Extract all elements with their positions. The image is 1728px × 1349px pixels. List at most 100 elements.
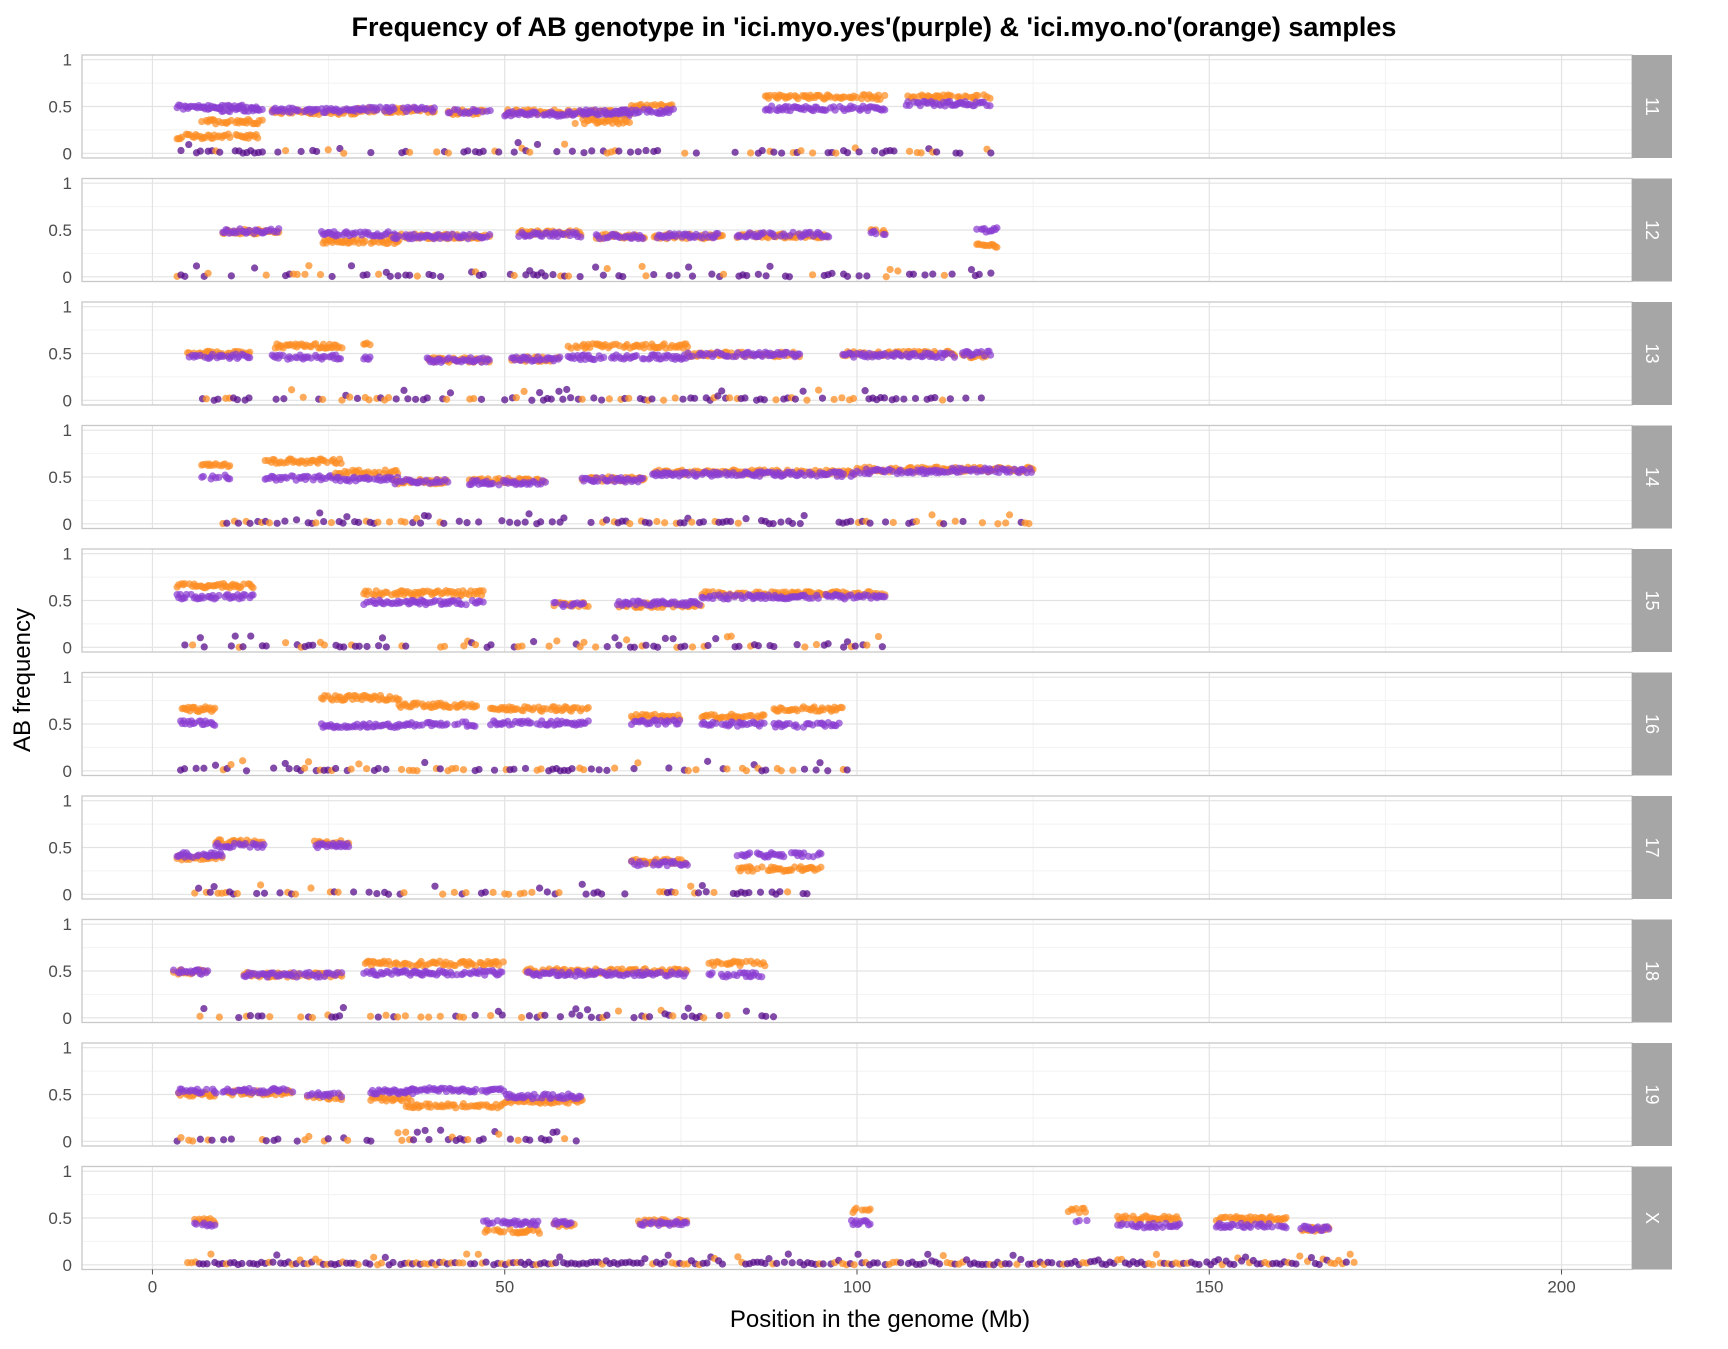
point-ici-myo-yes <box>951 354 958 361</box>
point-low-frequency <box>197 634 204 641</box>
point-low-frequency <box>367 1013 374 1020</box>
point-low-frequency <box>528 397 535 404</box>
point-low-frequency <box>528 889 535 896</box>
point-low-frequency <box>563 386 570 393</box>
point-low-frequency <box>293 516 300 523</box>
point-low-frequency <box>813 766 820 773</box>
point-low-frequency <box>580 149 587 156</box>
point-ici-myo-yes <box>489 480 496 487</box>
point-low-frequency <box>716 1012 723 1019</box>
point-ici-myo-yes <box>580 600 587 607</box>
point-low-frequency <box>498 517 505 524</box>
point-low-frequency <box>879 643 886 650</box>
point-low-frequency <box>642 642 649 649</box>
point-low-frequency <box>464 147 471 154</box>
point-low-frequency <box>777 518 784 525</box>
point-low-frequency <box>670 635 677 642</box>
point-low-frequency <box>615 1007 622 1014</box>
point-low-frequency <box>962 395 969 402</box>
point-ici-myo-no <box>839 704 846 711</box>
point-low-frequency <box>437 1013 444 1020</box>
point-low-frequency <box>346 394 353 401</box>
point-low-frequency <box>672 889 679 896</box>
point-low-frequency <box>576 1012 583 1019</box>
point-low-frequency <box>862 387 869 394</box>
point-low-frequency <box>778 767 785 774</box>
point-ici-myo-yes <box>204 967 211 974</box>
point-low-frequency <box>850 395 857 402</box>
point-low-frequency <box>541 1012 548 1019</box>
point-low-frequency <box>828 270 835 277</box>
point-low-frequency <box>704 758 711 765</box>
point-low-frequency <box>743 767 750 774</box>
point-low-frequency <box>513 394 520 401</box>
point-low-frequency <box>588 1014 595 1021</box>
point-low-frequency <box>317 271 324 278</box>
y-tick-label: 0 <box>63 144 72 163</box>
point-low-frequency <box>824 767 831 774</box>
point-low-frequency <box>921 271 928 278</box>
point-low-frequency <box>216 1014 223 1021</box>
point-ici-myo-no <box>366 341 373 348</box>
point-ici-myo-no <box>480 587 487 594</box>
point-low-frequency <box>654 644 661 651</box>
point-low-frequency <box>994 520 1001 527</box>
point-low-frequency <box>445 149 452 156</box>
point-low-frequency <box>786 273 793 280</box>
y-axis-title: AB frequency <box>9 608 36 752</box>
point-low-frequency <box>382 766 389 773</box>
point-low-frequency <box>340 1004 347 1011</box>
point-ici-myo-yes <box>987 352 994 359</box>
point-low-frequency <box>549 271 556 278</box>
point-low-frequency <box>440 520 447 527</box>
point-low-frequency <box>704 642 711 649</box>
point-low-frequency <box>363 643 370 650</box>
point-low-frequency <box>491 767 498 774</box>
point-low-frequency <box>815 387 822 394</box>
point-low-frequency <box>525 510 532 517</box>
point-low-frequency <box>193 765 200 772</box>
point-low-frequency <box>866 520 873 527</box>
point-low-frequency <box>666 272 673 279</box>
point-low-frequency <box>320 518 327 525</box>
point-low-frequency <box>245 394 252 401</box>
point-low-frequency <box>797 520 804 527</box>
point-ici-myo-yes <box>794 724 801 731</box>
point-low-frequency <box>526 149 533 156</box>
point-low-frequency <box>819 395 826 402</box>
point-low-frequency <box>681 1013 688 1020</box>
point-ici-myo-yes <box>259 106 266 113</box>
point-ici-myo-no <box>361 238 368 245</box>
point-low-frequency <box>398 766 405 773</box>
point-low-frequency <box>875 633 882 640</box>
point-low-frequency <box>611 765 618 772</box>
point-ici-myo-yes <box>993 224 1000 231</box>
point-low-frequency <box>412 396 419 403</box>
point-ici-myo-no <box>338 344 345 351</box>
point-low-frequency <box>276 889 283 896</box>
point-low-frequency <box>708 271 715 278</box>
point-low-frequency <box>642 272 649 279</box>
point-low-frequency <box>228 642 235 649</box>
point-low-frequency <box>569 148 576 155</box>
point-low-frequency <box>794 641 801 648</box>
point-low-frequency <box>700 1014 707 1021</box>
point-low-frequency <box>232 633 239 640</box>
point-low-frequency <box>521 388 528 395</box>
point-low-frequency <box>537 765 544 772</box>
point-ici-myo-yes <box>444 478 451 485</box>
facet-strip-label: 11 <box>1642 97 1662 116</box>
point-ici-myo-yes <box>556 354 563 361</box>
point-low-frequency <box>336 1012 343 1019</box>
point-low-frequency <box>801 766 808 773</box>
point-low-frequency <box>689 273 696 280</box>
point-low-frequency <box>600 272 607 279</box>
point-low-frequency <box>205 270 212 277</box>
point-low-frequency <box>487 1012 494 1019</box>
point-low-frequency <box>615 642 622 649</box>
point-ici-myo-yes <box>463 601 470 608</box>
point-low-frequency <box>761 396 768 403</box>
point-low-frequency <box>762 766 769 773</box>
point-ici-myo-yes <box>760 229 767 236</box>
